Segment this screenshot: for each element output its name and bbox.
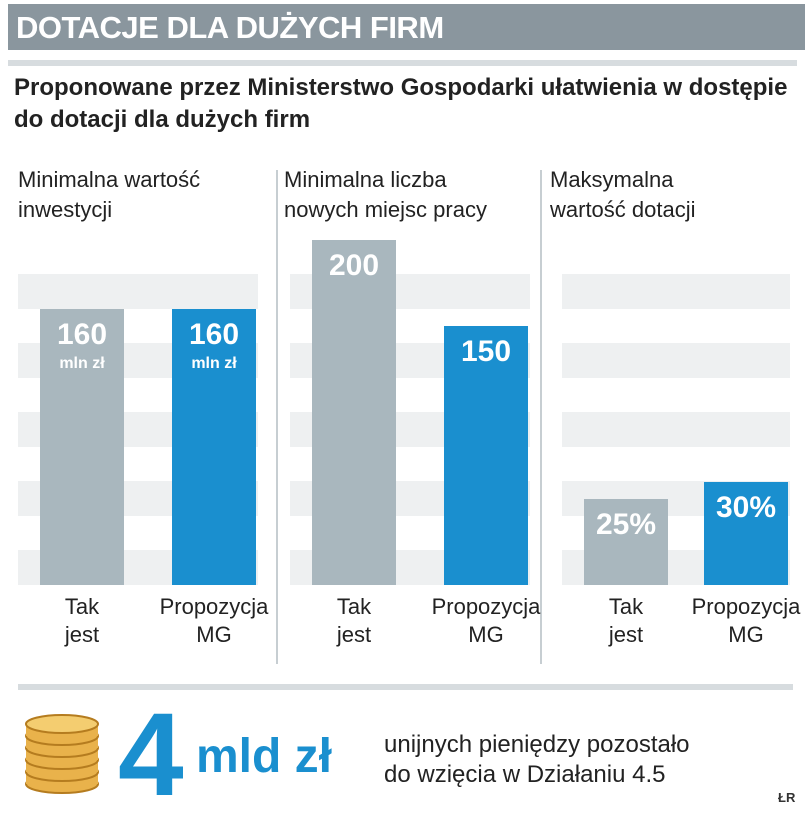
panel-title: Maksymalna wartość dotacji xyxy=(550,165,805,225)
grid-stripe xyxy=(562,274,790,309)
credit: ŁR xyxy=(778,790,796,805)
panel-title-line: nowych miejsc pracy xyxy=(284,197,487,222)
data-unit-label: mln zł xyxy=(59,355,105,372)
data-label: 25% xyxy=(595,507,657,541)
panel-jobs: Minimalna liczba nowych miejsc pracy 200… xyxy=(284,165,540,665)
category-label-line: MG xyxy=(196,622,232,647)
category-label-line: Propozycja xyxy=(691,594,801,619)
top-divider xyxy=(8,60,797,66)
category-label-line: MG xyxy=(468,622,504,647)
category-label: Tak jest xyxy=(284,593,424,649)
big-number: 4 xyxy=(118,689,184,821)
panel-title-line: Minimalna wartość xyxy=(18,167,201,192)
plot-area: 160 mln zł Tak jest 160 mln zł Propozycja MG xyxy=(18,240,268,647)
panel-title-line: wartość dotacji xyxy=(550,197,696,222)
panel-title-line: inwestycji xyxy=(18,197,113,222)
header-bar: DOTACJE DLA DUŻYCH FIRM xyxy=(8,4,805,50)
grid-stripe xyxy=(562,343,790,378)
panel-title: Minimalna wartość inwestycji xyxy=(18,165,278,225)
bar-proposal: 150 xyxy=(444,326,528,585)
bar-current: 200 xyxy=(312,240,396,585)
plot-area: 200 Tak jest 150 Propozycja MG xyxy=(290,240,540,647)
category-label: Tak jest xyxy=(556,593,696,649)
category-label-line: Tak xyxy=(64,594,100,619)
category-label: Propozycja MG xyxy=(144,593,284,649)
category-label-line: jest xyxy=(608,622,644,647)
bottom-divider xyxy=(18,684,793,690)
category-label: Propozycja MG xyxy=(676,593,805,649)
data-label: 150 xyxy=(460,335,512,369)
data-label: 160 xyxy=(188,318,240,351)
footer-note-line: unijnych pieniędzy pozostało xyxy=(384,731,690,758)
category-label-line: Tak xyxy=(336,594,372,619)
chart-subtitle: Proponowane przez Ministerstwo Gospodark… xyxy=(14,74,788,133)
header-title: DOTACJE DLA DUŻYCH FIRM xyxy=(16,10,444,45)
footer-note: unijnych pieniędzy pozostało do wzięcia … xyxy=(384,730,784,790)
category-label-line: Tak xyxy=(608,594,644,619)
category-label-line: MG xyxy=(728,622,764,647)
category-label-line: jest xyxy=(64,622,100,647)
bar-proposal: 160 mln zł xyxy=(172,309,256,585)
category-label-line: Propozycja xyxy=(431,594,541,619)
data-unit-label: mln zł xyxy=(191,355,237,372)
big-unit: mld zł xyxy=(196,730,333,783)
bar-proposal: 30% xyxy=(704,481,788,585)
panel-title: Minimalna liczba nowych miejsc pracy xyxy=(284,165,544,225)
panel-title-line: Maksymalna xyxy=(550,167,674,192)
category-label-line: jest xyxy=(336,622,372,647)
data-label: 30% xyxy=(715,490,777,524)
bar-current: 25% xyxy=(584,498,668,585)
data-label: 160 xyxy=(56,318,108,351)
grid-stripe xyxy=(18,274,258,309)
coin-stack-icon xyxy=(25,714,99,794)
category-label-line: Propozycja xyxy=(159,594,269,619)
grid-stripe xyxy=(562,412,790,447)
footer-note-line: do wzięcia w Działaniu 4.5 xyxy=(384,761,666,788)
bar-current: 160 mln zł xyxy=(40,309,124,585)
data-label: 200 xyxy=(328,249,380,282)
panel-divider-2 xyxy=(540,170,542,664)
panel-title-line: Minimalna liczba xyxy=(284,167,447,192)
panel-subsidy: Maksymalna wartość dotacji 25% Tak jest 30%… xyxy=(550,165,805,665)
panel-investment: Minimalna wartość inwestycji 160 mln zł Ta… xyxy=(18,165,268,665)
panel-divider-1 xyxy=(276,170,278,664)
category-label: Propozycja MG xyxy=(416,593,556,649)
category-label: Tak jest xyxy=(12,593,152,649)
plot-area: 25% Tak jest 30% Propozycja MG xyxy=(562,240,800,647)
